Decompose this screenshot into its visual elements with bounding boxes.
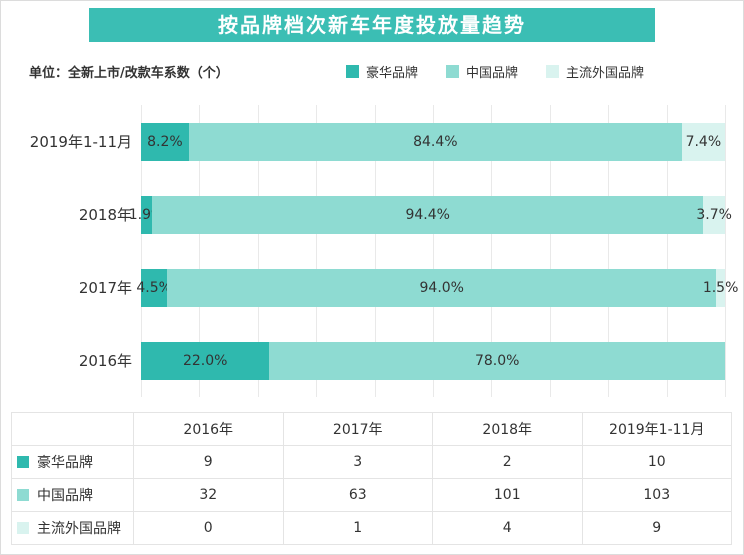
- table-cell-value: 1: [282, 511, 433, 545]
- table-cell-value: 103: [581, 478, 732, 512]
- bar-segment: 94.4%: [152, 195, 704, 234]
- data-table: 2016年 2017年 2018年 2019年1-11月 豪华品牌 9 3 2 10 中国品牌 32…: [11, 412, 732, 545]
- unit-label: 单位：全新上市/改款车系数（个）: [29, 66, 229, 81]
- legend-label: 主流外国品牌: [565, 66, 644, 81]
- gridline: [666, 105, 668, 397]
- table-header-row: 2016年 2017年 2018年 2019年1-11月: [11, 412, 732, 446]
- chart-legend: 豪华品牌 中国品牌 主流外国品牌: [345, 62, 644, 81]
- bar-segment: 22.0%: [141, 341, 270, 380]
- chart-rows: 2019年1-11月 8.2% 84.4% 7.4% 2018年 1.9% 94.4% 3.7…: [15, 105, 738, 397]
- row-name-text: 主流外国品牌: [37, 521, 121, 537]
- table-cell-value: 32: [133, 478, 284, 512]
- bar-segment: 78.0%: [269, 341, 725, 380]
- chart-row: 2017年 4.5% 94.0% 1.5%: [15, 268, 738, 307]
- table-corner-cell: [11, 412, 134, 446]
- gridline: [433, 105, 434, 397]
- row-name-text: 中国品牌: [37, 488, 93, 504]
- gridline: [257, 105, 259, 397]
- chart-row: 2016年 22.0% 78.0%: [15, 341, 725, 380]
- chart-row: 2019年1-11月 8.2% 84.4% 7.4%: [15, 122, 725, 161]
- bar-segment: 3.7%: [696, 195, 732, 234]
- table-row: 中国品牌 32 63 101 103: [11, 478, 732, 512]
- table-cell-value: 3: [282, 445, 433, 479]
- bar-value-label: 94.0%: [419, 279, 464, 296]
- category-label: 2018年: [78, 206, 132, 224]
- table-cell-value: 9: [581, 511, 732, 545]
- table-cell-value: 9: [133, 445, 284, 479]
- bar-track: 1.9% 94.4% 3.7%: [129, 195, 732, 234]
- legend-swatch-icon: [545, 65, 559, 78]
- bar-value-label: 1.5%: [702, 279, 739, 296]
- table-row: 豪华品牌 9 3 2 10: [11, 445, 732, 479]
- bar-track: 4.5% 94.0% 1.5%: [136, 268, 738, 307]
- gridline: [374, 105, 376, 397]
- table-column-header: 2019年1-11月: [581, 412, 732, 446]
- table-column-header: 2018年: [432, 412, 583, 446]
- bar-value-label: 78.0%: [474, 352, 520, 369]
- bar-value-label: 3.7%: [696, 206, 732, 223]
- bar-track: 22.0% 78.0%: [141, 341, 725, 380]
- bar-value-label: 94.4%: [405, 206, 450, 223]
- legend-swatch-icon: [345, 65, 359, 78]
- bar-segment: 1.5%: [703, 268, 738, 307]
- stacked-bar-chart: 2019年1-11月 8.2% 84.4% 7.4% 2018年 1.9% 94.4% 3.7…: [15, 105, 738, 397]
- bar-value-label: 4.5%: [136, 279, 172, 296]
- table-cell-value: 2: [432, 445, 583, 479]
- bar-value-label: 7.4%: [685, 133, 722, 150]
- bar-segment: 84.4%: [188, 122, 682, 161]
- chart-row: 2018年 1.9% 94.4% 3.7%: [15, 195, 732, 234]
- table-row-label: 主流外国品牌: [11, 511, 134, 545]
- row-swatch-icon: [17, 489, 29, 501]
- gridline: [549, 105, 551, 397]
- legend-label: 中国品牌: [465, 66, 518, 81]
- bar-segment: 1.9%: [129, 195, 164, 234]
- table-column-header: 2017年: [282, 412, 433, 446]
- legend-item: 主流外国品牌: [545, 62, 644, 81]
- table-cell-value: 63: [282, 478, 433, 512]
- legend-item: 中国品牌: [445, 62, 518, 81]
- meta-row: 单位：全新上市/改款车系数（个） 豪华品牌 中国品牌 主流外国品牌: [1, 62, 743, 81]
- page-title: 按品牌档次新车年度投放量趋势: [89, 8, 655, 42]
- table-cell-value: 0: [133, 511, 284, 545]
- bar-segment: 4.5%: [136, 268, 172, 307]
- table-cell-value: 4: [432, 511, 583, 545]
- bar-segment: 8.2%: [141, 122, 189, 161]
- bar-value-label: 22.0%: [182, 352, 228, 369]
- table-cell-value: 101: [432, 478, 583, 512]
- gridline: [141, 105, 142, 397]
- gridline: [199, 105, 201, 397]
- legend-item: 豪华品牌: [345, 62, 418, 81]
- table-row-label: 豪华品牌: [11, 445, 134, 479]
- bar-segment: 7.4%: [681, 122, 725, 161]
- gridline: [725, 105, 726, 397]
- data-table-wrap: 2016年 2017年 2018年 2019年1-11月 豪华品牌 9 3 2 10 中国品牌 32…: [11, 412, 732, 545]
- bar-value-label: 84.4%: [413, 133, 458, 150]
- row-swatch-icon: [17, 522, 29, 534]
- category-label: 2017年: [78, 279, 132, 297]
- table-cell-value: 10: [581, 445, 732, 479]
- table-row-label: 中国品牌: [11, 478, 134, 512]
- row-swatch-icon: [17, 456, 29, 468]
- bar-value-label: 8.2%: [147, 133, 183, 150]
- gridline: [316, 105, 318, 397]
- legend-swatch-icon: [445, 65, 459, 78]
- category-label: 2016年: [78, 352, 132, 370]
- bar-track: 8.2% 84.4% 7.4%: [141, 122, 725, 161]
- gridline: [491, 105, 493, 397]
- category-label: 2019年1-11月: [29, 133, 132, 151]
- bar-segment: 94.0%: [167, 268, 717, 307]
- gridline: [608, 105, 610, 397]
- table-column-header: 2016年: [133, 412, 284, 446]
- row-name-text: 豪华品牌: [37, 455, 93, 471]
- chart-gridlines: [141, 105, 726, 397]
- legend-label: 豪华品牌: [365, 66, 418, 81]
- table-row: 主流外国品牌 0 1 4 9: [11, 511, 732, 545]
